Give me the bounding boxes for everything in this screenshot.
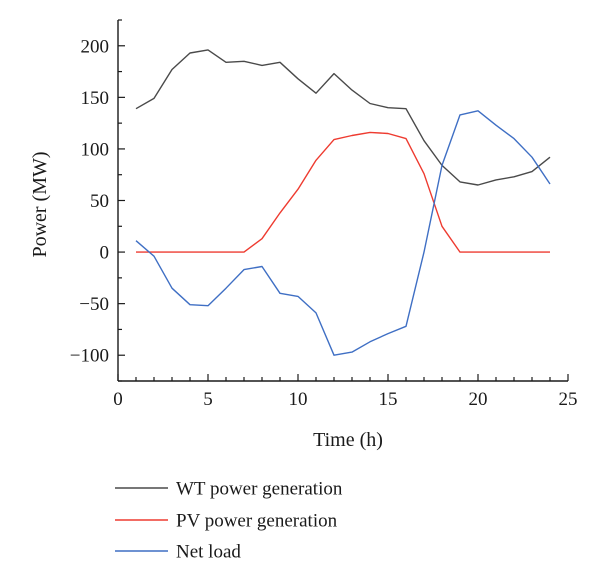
series-line [135, 49, 551, 186]
x-axis-title: Time (h) [313, 429, 383, 451]
x-axis-ticks: 0 5 10 15 20 25 [113, 374, 578, 410]
series-lines [135, 49, 551, 356]
y-tick-label: −50 [79, 294, 109, 315]
series-line [136, 131, 550, 253]
y-tick-label: 100 [81, 139, 110, 160]
x-tick-label: 10 [289, 389, 308, 410]
axes [117, 20, 568, 382]
legend: WT power generation PV power generation Ne… [115, 479, 343, 563]
legend-label: PV power generation [176, 511, 338, 532]
y-tick-label: 150 [81, 88, 110, 109]
y-tick-label: 50 [90, 191, 109, 212]
y-axis-title: Power (MW) [29, 151, 51, 257]
y-axis-ticks: −100 −50 0 50 100 150 200 [70, 19, 125, 382]
x-tick-label: 5 [203, 389, 213, 410]
y-tick-label: 200 [81, 36, 110, 57]
legend-label: Net load [176, 542, 241, 563]
x-tick-label: 15 [379, 389, 398, 410]
x-tick-label: 20 [469, 389, 488, 410]
y-tick-label: −100 [70, 346, 109, 367]
y-tick-label: 0 [100, 243, 110, 264]
series-line [135, 110, 551, 356]
x-tick-label: 25 [559, 389, 578, 410]
legend-label: WT power generation [176, 479, 343, 500]
x-tick-label: 0 [113, 389, 123, 410]
